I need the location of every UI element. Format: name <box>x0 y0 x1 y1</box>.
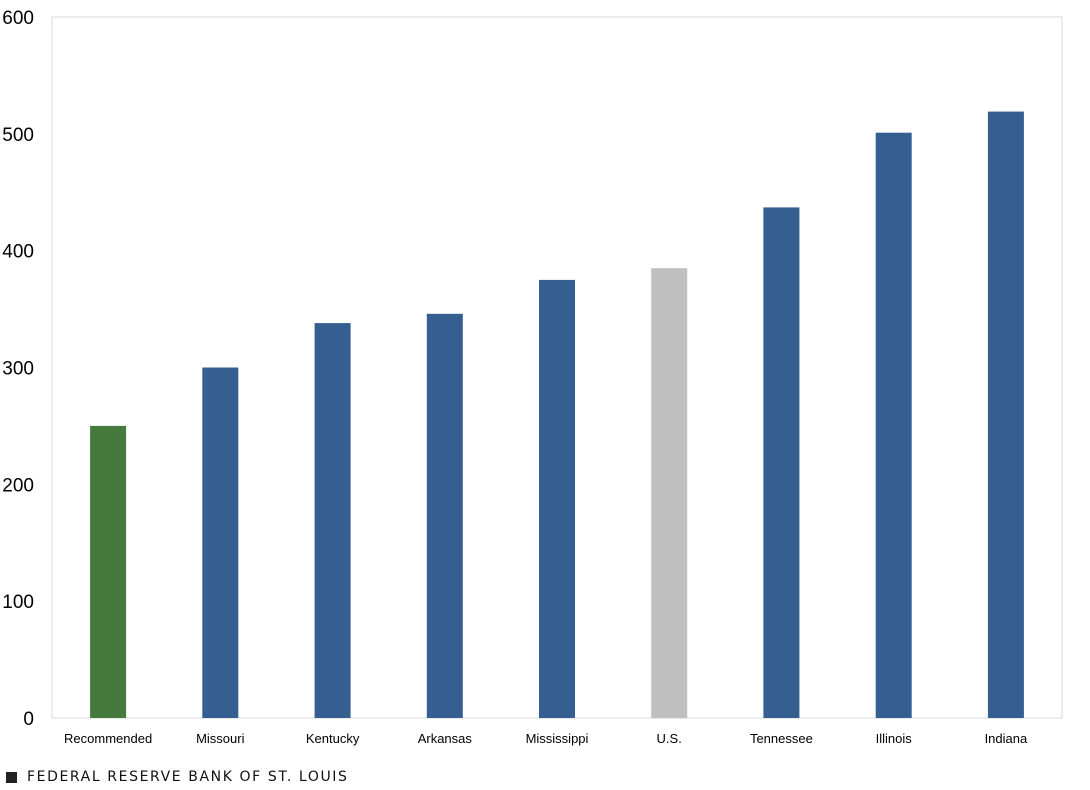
bar-chart: 0 100 200 300 400 500 600 Recommended Missouri K… <box>2 8 1063 746</box>
bar-missouri <box>202 367 239 718</box>
y-tick-label: 0 <box>23 709 34 730</box>
source-footer: FEDERAL RESERVE BANK OF ST. LOUIS <box>6 769 349 785</box>
x-tick-label: Kentucky <box>306 731 360 746</box>
x-tick-label: Illinois <box>876 731 913 746</box>
bar-indiana <box>987 111 1024 719</box>
bar-tennessee <box>763 207 800 718</box>
footer-square-icon <box>6 771 17 783</box>
y-tick-label: 400 <box>2 242 34 263</box>
bars <box>90 111 1024 719</box>
x-axis-ticks: Recommended Missouri Kentucky Arkansas Missi… <box>64 731 1028 746</box>
y-axis-ticks: 0 100 200 300 400 500 600 <box>2 8 34 730</box>
bar-recommended <box>90 425 127 718</box>
footer-source-text: FEDERAL RESERVE BANK OF ST. LOUIS <box>27 769 349 785</box>
y-tick-label: 200 <box>2 475 34 496</box>
y-tick-label: 600 <box>2 8 34 29</box>
bar-kentucky <box>314 323 351 718</box>
y-tick-label: 500 <box>2 125 34 146</box>
x-tick-label: Mississippi <box>526 731 589 746</box>
x-tick-label: U.S. <box>657 731 682 746</box>
x-tick-label: Arkansas <box>418 731 473 746</box>
x-tick-label: Recommended <box>64 731 152 746</box>
x-tick-label: Missouri <box>196 731 245 746</box>
y-tick-label: 300 <box>2 359 34 380</box>
x-tick-label: Tennessee <box>750 731 813 746</box>
y-tick-label: 100 <box>2 592 34 613</box>
bar-u-s <box>651 268 688 718</box>
x-tick-label: Indiana <box>985 731 1028 746</box>
bar-mississippi <box>539 279 575 718</box>
bar-illinois <box>875 132 912 718</box>
bar-arkansas <box>426 313 463 718</box>
